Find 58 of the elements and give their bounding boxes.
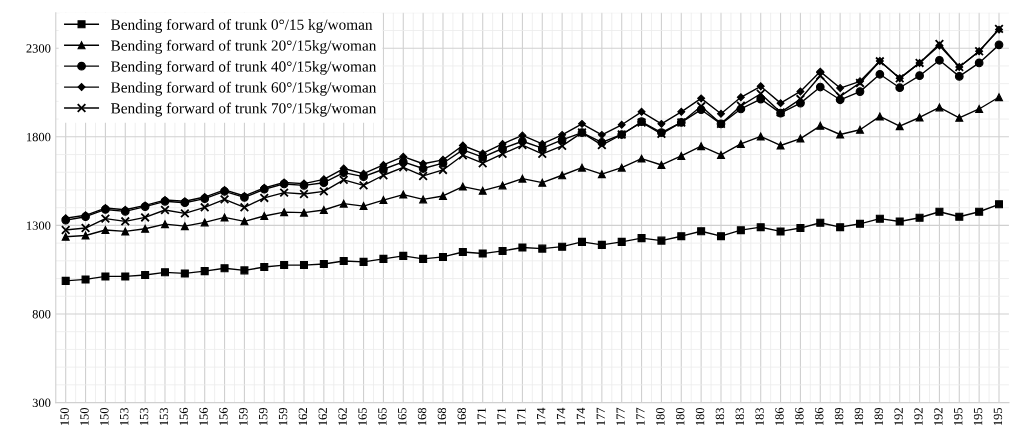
y-tick-label: 1300 bbox=[27, 221, 51, 230]
y-tick-label: 1800 bbox=[27, 132, 51, 142]
x-tick-label: 192 bbox=[934, 408, 943, 426]
x-tick-label: 165 bbox=[398, 407, 407, 426]
y-tick-label: 300 bbox=[32, 398, 51, 408]
x-tick-label: 159 bbox=[259, 407, 268, 426]
x-tick-label: 162 bbox=[298, 408, 308, 426]
x-tick-label: 189 bbox=[874, 407, 883, 426]
legend-label: Bending forward of trunk 20°/15kg/woman bbox=[111, 39, 377, 54]
x-tick-label: 171 bbox=[477, 408, 486, 426]
x-tick-label: 192 bbox=[894, 408, 903, 426]
x-tick-label: 186 bbox=[795, 407, 804, 426]
x-tick-label: 150 bbox=[100, 407, 109, 426]
x-tick-label: 168 bbox=[417, 407, 427, 426]
x-tick-label: 153 bbox=[159, 407, 169, 426]
x-tick-label: 156 bbox=[199, 407, 208, 426]
x-tick-label: 174 bbox=[576, 407, 585, 426]
x-tick-label: 183 bbox=[755, 407, 764, 426]
x-tick-label: 153 bbox=[120, 407, 129, 426]
x-tick-label: 168 bbox=[457, 407, 466, 426]
x-tick-label: 180 bbox=[675, 407, 685, 426]
x-tick-label: 159 bbox=[278, 407, 288, 426]
legend-label: Bending forward of trunk 0°/15 kg/woman bbox=[111, 18, 373, 33]
y-tick-label: 800 bbox=[32, 310, 51, 319]
x-tick-label: 168 bbox=[437, 407, 447, 426]
x-tick-label: 192 bbox=[914, 408, 923, 426]
x-tick-label: 177 bbox=[636, 407, 645, 426]
x-tick-label: 150 bbox=[80, 407, 89, 426]
x-tick-label: 162 bbox=[318, 408, 327, 426]
x-tick-label: 150 bbox=[60, 407, 69, 426]
legend-label: Bending forward of trunk 60°/15kg/woman bbox=[111, 81, 377, 96]
x-tick-label: 189 bbox=[834, 407, 844, 426]
x-tick-label: 189 bbox=[854, 407, 864, 426]
x-tick-label: 165 bbox=[358, 407, 367, 426]
x-tick-label: 153 bbox=[139, 407, 149, 426]
x-tick-label: 183 bbox=[715, 407, 725, 426]
x-tick-label: 183 bbox=[735, 407, 744, 426]
x-tick-label: 186 bbox=[814, 407, 824, 426]
x-tick-label: 177 bbox=[596, 407, 605, 426]
x-tick-label: 186 bbox=[775, 407, 784, 426]
x-tick-label: 159 bbox=[239, 407, 248, 426]
x-tick-label: 195 bbox=[993, 407, 1003, 426]
x-tick-label: 156 bbox=[219, 407, 228, 426]
x-tick-label: 180 bbox=[695, 407, 705, 426]
legend-label: Bending forward of trunk 70°/15kg/woman bbox=[111, 102, 377, 117]
x-tick-label: 165 bbox=[378, 407, 387, 426]
x-tick-label: 174 bbox=[537, 407, 546, 426]
x-tick-label: 195 bbox=[973, 407, 983, 426]
legend-label: Bending forward of trunk 40°/15kg/woman bbox=[111, 60, 377, 75]
x-tick-label: 162 bbox=[338, 408, 347, 426]
x-tick-label: 171 bbox=[497, 408, 506, 426]
x-tick-label: 174 bbox=[556, 407, 566, 426]
x-tick-label: 180 bbox=[656, 407, 665, 426]
x-tick-label: 171 bbox=[517, 408, 526, 426]
x-tick-label: 195 bbox=[954, 407, 963, 426]
y-tick-label: 2300 bbox=[26, 44, 51, 53]
x-tick-label: 156 bbox=[179, 407, 188, 426]
x-tick-label: 177 bbox=[616, 407, 625, 426]
